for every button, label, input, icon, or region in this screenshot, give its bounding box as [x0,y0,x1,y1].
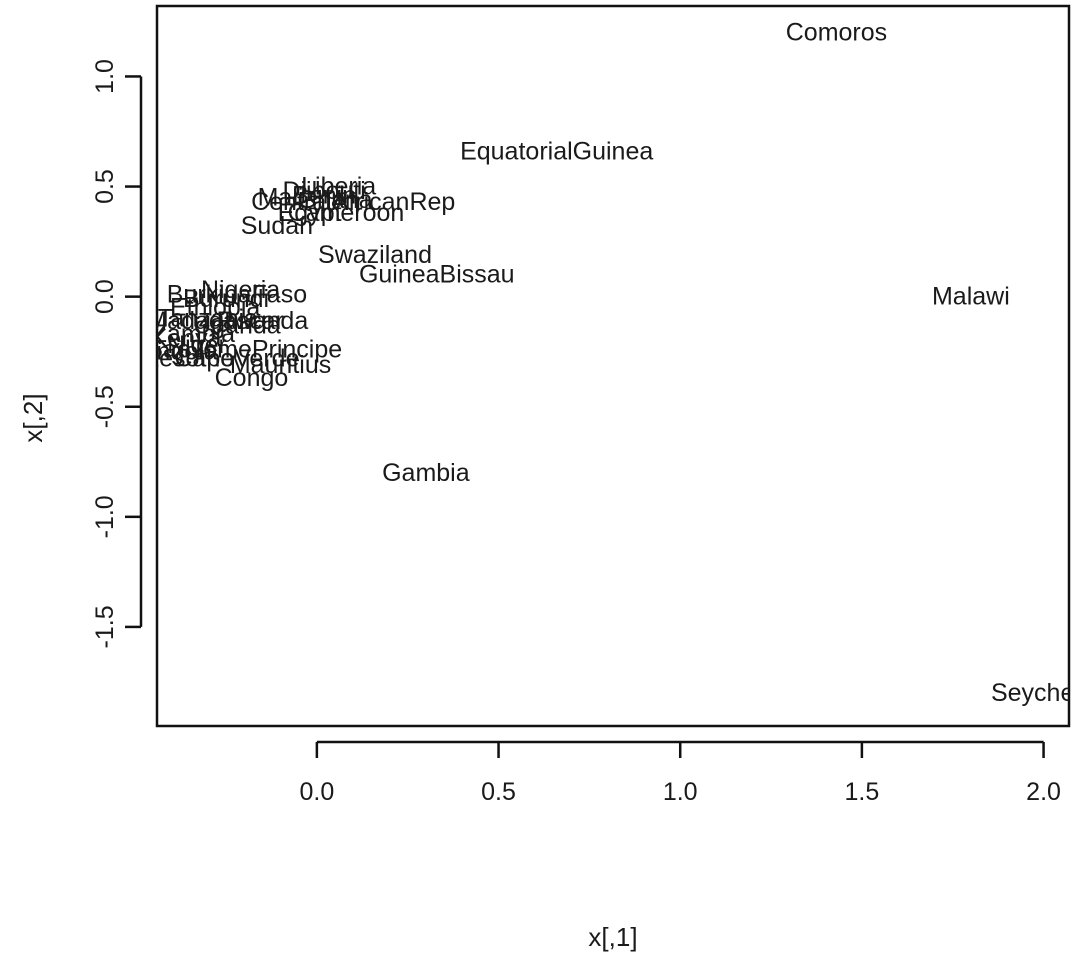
point-label: Ethiopia [170,294,260,322]
point-label: Ghana [298,186,373,214]
point-label: Swaziland [318,241,432,269]
point-label: Rwanda [217,307,309,335]
point-label: Uganda [193,311,281,339]
point-label: Comoros [786,18,887,46]
x-tick-label: 0.5 [481,778,516,806]
point-label: Malawi [932,283,1010,311]
point-label: BurkinaFaso [167,280,307,308]
y-tick-label: 0.0 [91,279,119,314]
point-label: Mauritius [230,351,331,379]
y-tick-label: -0.5 [91,385,119,428]
x-axis-title: x[,1] [588,922,637,952]
point-label: Kenya [151,324,222,352]
point-label: Angola [140,338,218,366]
point-label: Nigeria [201,276,280,304]
point-label: Sudan [241,212,313,240]
point-label: Lesotho [145,344,234,372]
x-tick-label: 1.0 [663,778,698,806]
x-tick-label: 1.5 [845,778,880,806]
point-label: SaoTomePrincipe [146,335,342,363]
point-label: Egypt [278,199,342,227]
point-label: CapeVerde [174,344,299,372]
y-axis-title: x[,2] [18,393,48,442]
plot-frame [155,4,1071,728]
point-label: Benin [292,181,356,209]
point-label: Liberia [301,173,376,201]
point-label: Burundi [183,285,269,313]
point-label: Tanzania [158,305,258,333]
y-axis: -1.5 -1.0 -0.5 0.0 0.5 1.0 [91,59,143,648]
point-label: CentralAfricanRep [251,188,455,216]
point-label: Niger [167,331,227,359]
y-tick-label: -1.0 [91,495,119,538]
points-layer: Comoros EquatorialGuinea Malawi Seyche Gambi… [140,18,1071,707]
point-label: GuineaBissau [359,261,515,289]
x-tick-label: 0.0 [299,778,334,806]
y-tick-label: -1.5 [91,605,119,648]
point-label: Gambia [382,459,470,487]
x-tick-label: 2.0 [1026,778,1061,806]
plot-frame-group [155,4,1071,728]
point-label: Mali [258,184,304,212]
point-label: Zambia [152,320,235,348]
point-label: Madagascar [146,307,284,335]
x-axis: 0.0 0.5 1.0 1.5 2.0 [299,740,1061,806]
point-label: EquatorialGuinea [460,137,653,165]
y-tick-label: 1.0 [91,59,119,94]
point-label: Seyche [991,679,1071,707]
y-tick-label: 0.5 [91,169,119,204]
point-label: Congo [215,364,289,392]
point-label: Djibouti [282,177,365,205]
point-label: Cameroon [288,199,405,227]
